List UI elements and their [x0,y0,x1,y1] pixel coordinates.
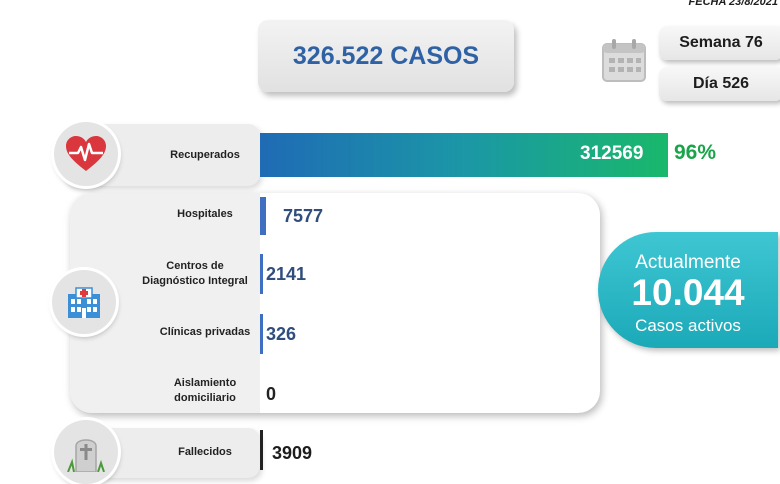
day-badge: Día 526 [659,67,780,101]
clinics-label: Clínicas privadas [159,326,251,338]
cdi-value: 2141 [266,264,307,284]
home-isolation-label-line2: domiciliario [174,392,236,404]
hospitals-bar [260,197,266,235]
active-cases-top-label: Actualmente [635,252,741,273]
deaths-value: 3909 [272,443,313,463]
cdi-label-line2: Diagnóstico Integral [142,275,248,287]
cdi-bar [260,254,263,294]
grave-cross-icon [67,439,105,472]
recovered-value: 312569 [580,143,644,164]
week-badge: Semana 76 [659,26,780,60]
deaths-icon-circle [54,420,118,484]
hospitals-value: 7577 [283,206,324,226]
report-date: FECHA 23/8/2021 [688,0,778,8]
total-cases-label: 326.522 CASOS [292,41,480,70]
calendar-icon [602,39,646,82]
recovered-percent: 96% [674,141,717,164]
deaths-label: Fallecidos [178,446,232,458]
active-cases-number: 10.044 [631,272,745,313]
hospital-icon-circle [52,270,116,334]
clinics-bar [260,314,263,354]
home-isolation-value: 0 [266,384,277,404]
hospitals-label: Hospitales [177,208,233,220]
home-isolation-label-line1: Aislamiento [173,377,237,389]
total-cases-box: 326.522 CASOS [258,20,514,92]
home-isolation-label: Aislamiento domiciliario [150,376,260,406]
cdi-label-line1: Centros de [166,260,224,272]
active-cases-bottom-label: Casos activos [635,316,741,335]
deaths-bar [260,430,263,470]
week-label: Semana 76 [679,34,763,51]
cdi-label: Centros de Diagnóstico Integral [130,259,260,289]
hospital-icon [68,287,100,318]
day-label: Día 526 [692,75,750,92]
recovered-icon-circle [54,122,118,186]
recovered-label: Recuperados [170,149,240,161]
active-cases-panel: Actualmente 10.044 Casos activos [598,232,778,348]
recovered-bar [260,133,668,177]
heart-pulse-icon [66,136,106,171]
clinics-value: 326 [266,324,297,344]
